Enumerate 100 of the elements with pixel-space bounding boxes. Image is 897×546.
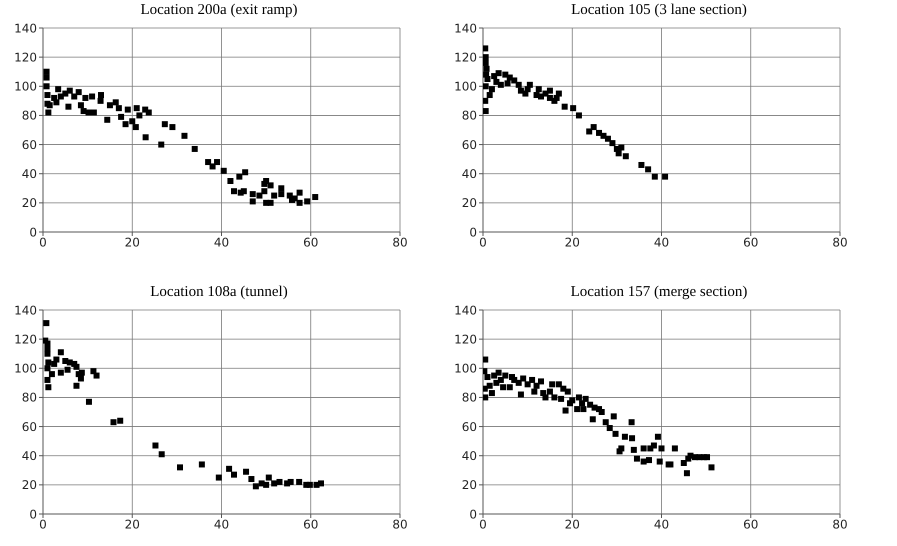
chart-title: Location 200a (exit ramp) xyxy=(139,2,299,19)
point xyxy=(652,174,658,180)
x-tick-label: 60 xyxy=(303,518,318,532)
point xyxy=(483,45,488,52)
point xyxy=(48,371,55,378)
point xyxy=(64,366,71,373)
point xyxy=(483,98,488,104)
point xyxy=(306,482,313,488)
x-tick-label: 20 xyxy=(124,518,140,532)
point xyxy=(622,153,629,160)
point xyxy=(152,442,158,449)
point xyxy=(44,340,50,347)
point xyxy=(271,480,278,486)
chart-title: Location 108a (tunnel) xyxy=(149,284,289,301)
y-tick-label: 80 xyxy=(462,390,477,405)
y-tick-label: 20 xyxy=(22,478,37,492)
y-tick-label: 60 xyxy=(462,420,477,434)
x-tick-label: 0 xyxy=(479,236,487,250)
point xyxy=(198,461,205,468)
y-tick-label: 80 xyxy=(22,390,37,405)
point xyxy=(556,90,562,97)
x-tick-label: 20 xyxy=(564,236,580,250)
y-tick-label: 0 xyxy=(29,507,37,522)
point xyxy=(536,86,542,92)
point xyxy=(496,70,502,76)
x-tick-label: 60 xyxy=(743,236,758,250)
y-tick-label: 80 xyxy=(462,108,477,123)
y-tick-label: 100 xyxy=(14,80,37,94)
point xyxy=(177,464,183,470)
point xyxy=(110,419,117,426)
point xyxy=(546,88,553,94)
x-tick-label: 80 xyxy=(392,518,408,532)
y-tick-label: 0 xyxy=(469,225,477,240)
x-tick-label: 80 xyxy=(392,236,408,250)
y-tick-label: 60 xyxy=(462,138,477,152)
point xyxy=(266,474,272,481)
point xyxy=(78,375,84,382)
point xyxy=(616,150,622,156)
point xyxy=(252,483,259,490)
y-tick-label: 20 xyxy=(462,196,477,210)
point xyxy=(78,370,85,376)
y-tick-label: 20 xyxy=(462,478,477,492)
chart-title: Location 105 (3 lane section) xyxy=(570,2,748,19)
point xyxy=(604,136,611,142)
point xyxy=(230,472,237,478)
point xyxy=(86,398,92,405)
point xyxy=(483,108,489,114)
y-tick-label: 120 xyxy=(454,50,477,64)
point xyxy=(44,376,50,383)
y-tick-label: 140 xyxy=(14,303,37,318)
y-tick-label: 120 xyxy=(14,332,37,346)
y-tick-label: 80 xyxy=(22,108,37,123)
point xyxy=(243,468,250,475)
point xyxy=(58,370,64,376)
point xyxy=(511,77,518,84)
y-tick-label: 140 xyxy=(454,21,477,36)
y-tick-label: 40 xyxy=(462,448,477,463)
point xyxy=(288,478,294,485)
y-tick-label: 140 xyxy=(14,21,37,36)
y-tick-label: 120 xyxy=(14,50,37,64)
y-tick-label: 40 xyxy=(462,166,477,181)
x-tick-label: 40 xyxy=(654,518,670,532)
point xyxy=(276,478,283,485)
point xyxy=(526,82,533,88)
point xyxy=(248,476,254,482)
point xyxy=(296,478,302,485)
point xyxy=(576,112,582,118)
x-tick-label: 60 xyxy=(303,236,318,250)
point xyxy=(94,372,100,379)
chart-title: Location 157 (merge section) xyxy=(570,284,748,301)
y-tick-label: 60 xyxy=(22,138,37,152)
point xyxy=(498,82,504,88)
point xyxy=(570,105,576,112)
x-tick-label: 40 xyxy=(214,518,230,532)
point xyxy=(44,365,50,372)
point xyxy=(45,384,52,390)
y-tick-label: 100 xyxy=(14,362,37,376)
x-tick-label: 0 xyxy=(479,518,487,532)
point xyxy=(73,364,80,370)
point xyxy=(586,128,592,134)
x-tick-label: 40 xyxy=(214,236,230,250)
point xyxy=(484,66,490,72)
point xyxy=(117,418,124,424)
x-tick-label: 60 xyxy=(743,518,758,532)
point xyxy=(609,140,616,146)
point xyxy=(662,174,668,180)
point xyxy=(226,466,232,472)
x-tick-label: 80 xyxy=(832,518,848,532)
point xyxy=(73,382,80,389)
point xyxy=(263,482,270,488)
point xyxy=(483,54,489,60)
y-tick-label: 0 xyxy=(29,225,37,240)
point xyxy=(158,451,165,458)
x-tick-label: 20 xyxy=(124,236,140,250)
point xyxy=(45,359,52,366)
point xyxy=(483,60,489,66)
point xyxy=(645,166,652,172)
x-tick-label: 40 xyxy=(654,236,670,250)
point xyxy=(590,124,597,130)
point xyxy=(488,86,495,92)
